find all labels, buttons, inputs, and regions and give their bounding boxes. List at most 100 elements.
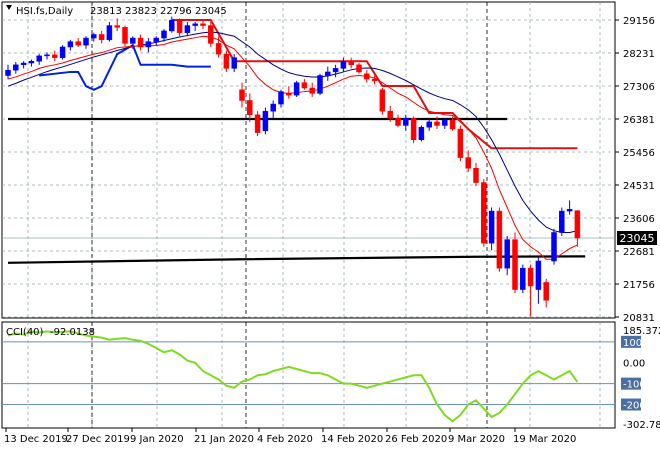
candle-body [496, 210, 503, 269]
price-tick-label: 27306 [623, 82, 655, 93]
fast-ma-line [7, 35, 578, 260]
candle-body [527, 267, 534, 287]
candle-body [130, 37, 136, 44]
candle-body [59, 46, 66, 58]
candle-body [278, 91, 284, 105]
candle-body [364, 73, 370, 80]
time-tick-label: 9 Mar 2020 [448, 434, 505, 445]
header-symbol: HSI.fs,Daily 23813 23823 22796 23045 [6, 5, 227, 17]
current-price-marker: 23045 [617, 231, 657, 246]
time-tick-label: 13 Dec 2019 [4, 434, 68, 445]
candle-body [325, 71, 331, 76]
candle-body [98, 34, 105, 41]
price-tick-label: 23606 [623, 214, 655, 225]
candle-body [44, 54, 50, 57]
candle-body [106, 25, 113, 41]
candle-body [488, 210, 495, 244]
candle-body [574, 210, 581, 239]
candle-body [254, 114, 261, 133]
time-tick-label: 26 Feb 2020 [385, 434, 447, 445]
candle-body [395, 118, 401, 126]
candle-body [293, 82, 300, 96]
price-tick-label: 22681 [623, 247, 655, 258]
candle-body [231, 57, 237, 69]
cci-level-box [621, 398, 641, 411]
price-panel-frame [1, 1, 616, 319]
candle-body [153, 37, 159, 42]
cci-line [7, 330, 579, 423]
cci-axis-label: -200 [623, 401, 646, 412]
triangle-icon [6, 5, 12, 10]
candle-body [403, 118, 409, 126]
ohlc-text: 23813 23823 22796 23045 [90, 6, 227, 17]
cci-axis-label: 0.00 [623, 359, 645, 370]
candle-body [270, 103, 276, 112]
cci-level-box [621, 377, 641, 390]
candle-body [192, 23, 198, 26]
price-tick-label: 29156 [623, 16, 655, 27]
candle-body [481, 182, 487, 244]
candle-body [83, 37, 89, 46]
cci-axis-label: -302.786 [623, 420, 660, 431]
candle-body [535, 260, 542, 290]
time-tick-label: 19 Mar 2020 [513, 434, 576, 445]
candle-body [457, 128, 464, 158]
cci-axis-label: -100 [623, 380, 646, 391]
cci-axis-label: 100 [623, 338, 642, 349]
envelope-lines [39, 19, 578, 150]
time-tick-label: 21 Jan 2020 [194, 434, 254, 445]
candle-body [371, 78, 378, 82]
candle-body [161, 30, 167, 39]
candle-body [262, 110, 269, 132]
time-tick-label: 9 Jan 2020 [130, 434, 184, 445]
candle-body [566, 209, 573, 212]
candlesticks [5, 16, 581, 317]
candle-body [36, 55, 42, 62]
candle-body [247, 100, 253, 116]
candle-body [473, 168, 479, 183]
candle-body [309, 87, 315, 94]
candle-body [169, 19, 175, 32]
candle-body [184, 25, 191, 33]
candle-body [223, 53, 230, 69]
red-envelope-line [171, 19, 578, 150]
candle-body [145, 41, 152, 48]
candle-body [426, 121, 432, 128]
price-tick-label: 24531 [623, 181, 655, 192]
candle-body [442, 119, 448, 126]
cci-level-box [621, 335, 641, 348]
candle-body [543, 282, 549, 301]
support-line [7, 255, 586, 264]
candle-body [137, 37, 144, 48]
candle-body [200, 23, 206, 26]
cci-label: CCI(40) [6, 327, 44, 338]
candle-body [418, 126, 425, 140]
price-tick-label: 21756 [623, 280, 655, 291]
candle-body [512, 239, 518, 290]
candle-body [67, 41, 74, 48]
cci-axis-label: 185.3722 [623, 326, 660, 337]
moving-average-lines [7, 31, 578, 260]
candle-body [317, 75, 323, 94]
candle-body [379, 89, 386, 112]
candle-body [208, 25, 214, 44]
candle-body [114, 25, 120, 28]
candle-body [52, 54, 58, 58]
candle-body [28, 60, 35, 64]
candle-body [215, 43, 222, 55]
candle-body [340, 60, 347, 69]
candle-body [356, 64, 362, 73]
candle-body [176, 19, 183, 33]
price-tick-label: 28231 [623, 49, 655, 60]
time-tick-label: 27 Dec 2019 [66, 434, 130, 445]
candle-body [332, 68, 339, 73]
candle-body [122, 27, 128, 44]
candle-body [5, 69, 11, 76]
cci-value: -92.0138 [50, 327, 95, 338]
candle-body [559, 210, 565, 233]
time-tick-label: 14 Feb 2020 [321, 434, 383, 445]
cci-panel-frame [1, 321, 616, 429]
